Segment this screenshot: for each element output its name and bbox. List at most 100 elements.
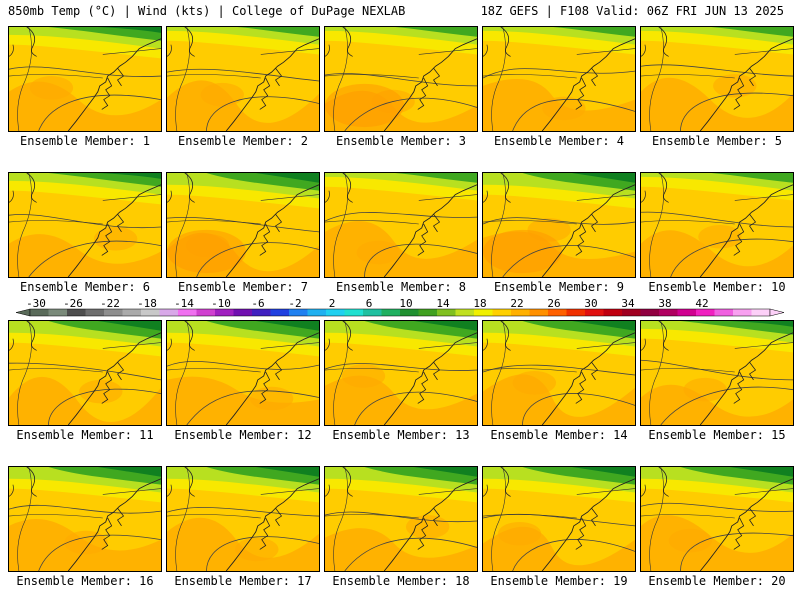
- colorbar-swatch: [455, 309, 475, 316]
- ensemble-member-label: Ensemble Member: 3: [335, 134, 467, 148]
- ensemble-member-map: [8, 26, 162, 132]
- colorbar-tick-label: 14: [436, 298, 450, 310]
- colorbar-swatch: [326, 309, 345, 316]
- colorbar-tick-label: -2: [288, 298, 301, 310]
- colorbar-tick-label: -26: [63, 298, 83, 310]
- colorbar-max-arrow: [769, 308, 785, 317]
- ensemble-member-label: Ensemble Member: 6: [19, 280, 151, 294]
- colorbar-swatch: [159, 309, 179, 316]
- ensemble-member-label: Ensemble Member: 12: [174, 428, 312, 442]
- colorbar-tick-label: 26: [547, 298, 560, 310]
- colorbar-swatch: [122, 309, 142, 316]
- ensemble-member-map: [8, 172, 162, 278]
- ensemble-member-map: [324, 26, 478, 132]
- colorbar-tick-label: 30: [584, 298, 597, 310]
- ensemble-member-label: Ensemble Member: 19: [490, 574, 628, 588]
- colorbar-swatch: [492, 309, 512, 316]
- colorbar-swatch: [474, 309, 493, 316]
- colorbar-swatch: [659, 309, 678, 316]
- temperature-colorbar: -30 -26 -22 -18 -14 -10 -6 -2 2 6 10 14 18 22 26 30 34 38…: [15, 298, 785, 317]
- colorbar-swatch: [252, 309, 271, 316]
- ensemble-member-map: [8, 320, 162, 426]
- ensemble-member-map: [166, 320, 320, 426]
- ensemble-member-map: [482, 172, 636, 278]
- ensemble-member-map: [324, 172, 478, 278]
- ensemble-member-map: [166, 466, 320, 572]
- colorbar-swatch: [85, 309, 105, 316]
- colorbar-tick-label: -6: [251, 298, 264, 310]
- colorbar-tick-label: -14: [174, 298, 194, 310]
- colorbar-swatch: [104, 309, 123, 316]
- ensemble-member-label: Ensemble Member: 15: [648, 428, 786, 442]
- ensemble-member-map: [640, 172, 794, 278]
- colorbar-swatch: [67, 309, 86, 316]
- colorbar-swatch: [141, 309, 160, 316]
- colorbar-swatch: [48, 309, 68, 316]
- colorbar-swatch: [178, 309, 197, 316]
- colorbar-swatch: [751, 309, 771, 316]
- colorbar-swatch: [30, 309, 49, 316]
- colorbar-swatch: [566, 309, 586, 316]
- colorbar-swatch: [270, 309, 290, 316]
- ensemble-member-label: Ensemble Member: 17: [174, 574, 312, 588]
- colorbar-swatch: [603, 309, 623, 316]
- chart-title: 850mb Temp (°C) | Wind (kts) | College o…: [8, 4, 406, 18]
- colorbar-swatch: [363, 309, 382, 316]
- colorbar-swatch: [622, 309, 641, 316]
- colorbar-tick-label: 10: [399, 298, 412, 310]
- ensemble-member-label: Ensemble Member: 2: [177, 134, 309, 148]
- colorbar-swatch: [733, 309, 752, 316]
- colorbar-tick-label: 18: [473, 298, 486, 310]
- ensemble-member-label: Ensemble Member: 1: [19, 134, 151, 148]
- colorbar-swatch: [437, 309, 456, 316]
- ensemble-member-map: [324, 466, 478, 572]
- colorbar-tick-label: 38: [658, 298, 671, 310]
- ensemble-member-label: Ensemble Member: 11: [16, 428, 154, 442]
- ensemble-member-label: Ensemble Member: 13: [332, 428, 470, 442]
- colorbar-tick-label: 6: [366, 298, 373, 310]
- colorbar-swatch: [289, 309, 308, 316]
- colorbar-swatch: [585, 309, 604, 316]
- colorbar-swatch: [344, 309, 364, 316]
- colorbar-swatch: [696, 309, 715, 316]
- colorbar-tick-label: 34: [621, 298, 635, 310]
- ensemble-member-label: Ensemble Member: 4: [493, 134, 625, 148]
- ensemble-member-map: [324, 320, 478, 426]
- colorbar-swatch: [529, 309, 549, 316]
- ensemble-member-map: [8, 466, 162, 572]
- colorbar-swatch: [381, 309, 401, 316]
- ensemble-member-label: Ensemble Member: 7: [177, 280, 309, 294]
- ensemble-member-label: Ensemble Member: 10: [648, 280, 786, 294]
- ensemble-member-map: [482, 320, 636, 426]
- colorbar-tick-label: -18: [137, 298, 157, 310]
- colorbar-swatch: [400, 309, 419, 316]
- ensemble-member-label: Ensemble Member: 16: [16, 574, 154, 588]
- colorbar-swatch: [548, 309, 567, 316]
- ensemble-member-map: [640, 320, 794, 426]
- colorbar-swatch: [307, 309, 327, 316]
- colorbar-swatch: [511, 309, 530, 316]
- ensemble-member-label: Ensemble Member: 14: [490, 428, 628, 442]
- colorbar-tick-label: -10: [211, 298, 231, 310]
- colorbar-tick-label: 2: [329, 298, 336, 310]
- colorbar-tick-label: 22: [510, 298, 523, 310]
- ensemble-member-map: [166, 26, 320, 132]
- ensemble-member-map: [640, 26, 794, 132]
- ensemble-member-label: Ensemble Member: 18: [332, 574, 470, 588]
- colorbar-swatch: [233, 309, 253, 316]
- ensemble-member-map: [166, 172, 320, 278]
- ensemble-member-map: [640, 466, 794, 572]
- colorbar-swatch: [640, 309, 660, 316]
- colorbar-min-arrow: [15, 308, 31, 317]
- ensemble-member-label: Ensemble Member: 8: [335, 280, 467, 294]
- colorbar-swatch: [677, 309, 697, 316]
- ensemble-member-label: Ensemble Member: 5: [651, 134, 783, 148]
- colorbar-tick-label: -30: [26, 298, 46, 310]
- colorbar-swatch: [215, 309, 234, 316]
- ensemble-member-label: Ensemble Member: 9: [493, 280, 625, 294]
- colorbar-swatch: [418, 309, 438, 316]
- colorbar-tick-label: 42: [695, 298, 708, 310]
- ensemble-member-label: Ensemble Member: 20: [648, 574, 786, 588]
- colorbar-tick-label: -22: [100, 298, 120, 310]
- colorbar-swatch: [714, 309, 734, 316]
